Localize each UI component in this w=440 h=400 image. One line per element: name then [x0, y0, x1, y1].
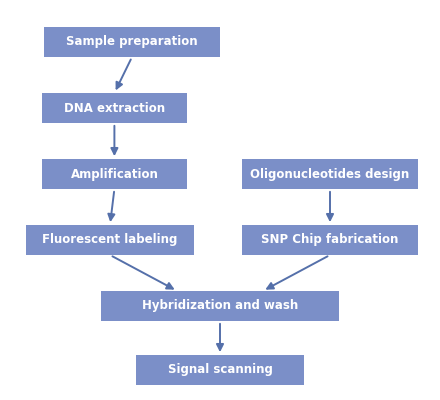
Text: DNA extraction: DNA extraction: [64, 102, 165, 114]
FancyBboxPatch shape: [242, 225, 418, 255]
Text: Sample preparation: Sample preparation: [66, 36, 198, 48]
Text: Signal scanning: Signal scanning: [168, 364, 272, 376]
Text: Hybridization and wash: Hybridization and wash: [142, 300, 298, 312]
FancyBboxPatch shape: [101, 291, 339, 321]
FancyBboxPatch shape: [136, 355, 304, 385]
Text: Fluorescent labeling: Fluorescent labeling: [42, 234, 178, 246]
Text: Amplification: Amplification: [70, 168, 158, 180]
FancyBboxPatch shape: [26, 225, 194, 255]
FancyBboxPatch shape: [42, 159, 187, 189]
FancyBboxPatch shape: [42, 93, 187, 123]
Text: Oligonucleotides design: Oligonucleotides design: [250, 168, 410, 180]
FancyBboxPatch shape: [44, 27, 220, 57]
Text: SNP Chip fabrication: SNP Chip fabrication: [261, 234, 399, 246]
FancyBboxPatch shape: [242, 159, 418, 189]
